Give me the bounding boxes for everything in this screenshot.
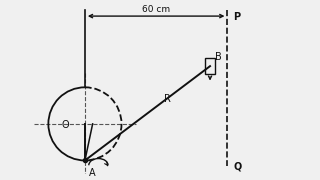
Text: P: P: [233, 12, 240, 22]
Text: A: A: [89, 168, 95, 178]
Text: O: O: [62, 120, 69, 130]
Text: R: R: [164, 94, 171, 104]
Text: B: B: [215, 51, 222, 62]
Text: 60 cm: 60 cm: [142, 5, 170, 14]
Text: Q: Q: [233, 161, 241, 171]
Bar: [205, 58, 215, 74]
